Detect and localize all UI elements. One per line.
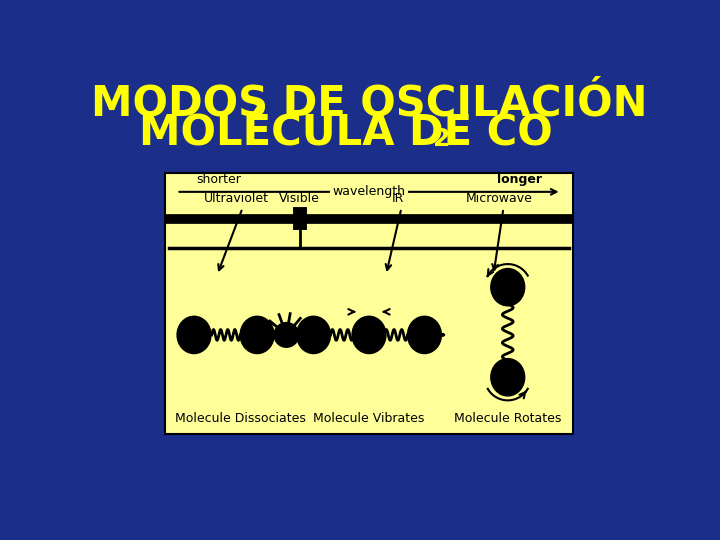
- Ellipse shape: [491, 268, 525, 306]
- Ellipse shape: [240, 316, 274, 354]
- Text: MOLÉCULA DE CO: MOLÉCULA DE CO: [139, 112, 553, 153]
- Text: Molecule Rotates: Molecule Rotates: [454, 412, 562, 425]
- Text: Visible: Visible: [279, 192, 320, 205]
- Text: MODOS DE OSCILACIÓN: MODOS DE OSCILACIÓN: [91, 82, 647, 124]
- Text: shorter: shorter: [197, 173, 241, 186]
- Text: 2: 2: [433, 127, 450, 152]
- Ellipse shape: [177, 316, 211, 354]
- Ellipse shape: [297, 316, 330, 354]
- Ellipse shape: [352, 316, 386, 354]
- Text: longer: longer: [497, 173, 541, 186]
- Ellipse shape: [408, 316, 441, 354]
- Text: wavelength: wavelength: [333, 185, 405, 198]
- Text: Ultraviolet: Ultraviolet: [204, 192, 269, 205]
- Text: Microwave: Microwave: [466, 192, 533, 205]
- Text: Molecule Vibrates: Molecule Vibrates: [313, 412, 425, 425]
- Bar: [165, 173, 573, 434]
- Text: Molecule Dissociates: Molecule Dissociates: [175, 412, 306, 425]
- Ellipse shape: [274, 322, 299, 347]
- Ellipse shape: [491, 359, 525, 396]
- Text: IR: IR: [392, 192, 404, 205]
